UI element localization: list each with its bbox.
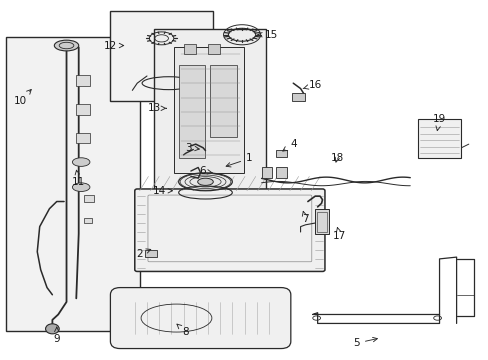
Bar (207, 44, 220, 54)
Bar (76, 104, 90, 115)
Bar (183, 44, 195, 54)
Bar (417, 119, 461, 158)
Bar (316, 212, 327, 232)
Text: 9: 9 (53, 327, 60, 343)
Text: 11: 11 (72, 170, 85, 187)
Bar (261, 167, 272, 178)
Text: 19: 19 (432, 114, 445, 131)
Ellipse shape (54, 40, 79, 51)
Bar (83, 195, 94, 202)
Ellipse shape (197, 178, 213, 185)
Text: 15: 15 (257, 30, 277, 40)
Bar (291, 93, 305, 101)
Text: 2: 2 (136, 248, 150, 258)
Text: 14: 14 (152, 186, 172, 196)
Bar (210, 65, 237, 137)
FancyBboxPatch shape (135, 189, 325, 271)
Text: 13: 13 (147, 103, 166, 113)
Text: 12: 12 (103, 41, 123, 50)
Text: 18: 18 (330, 153, 343, 163)
Text: 5: 5 (353, 337, 377, 348)
Ellipse shape (72, 158, 90, 166)
Text: 4: 4 (282, 139, 296, 151)
Ellipse shape (72, 183, 90, 192)
Text: 16: 16 (303, 80, 321, 90)
Text: 17: 17 (332, 228, 346, 240)
Bar (5, 37, 140, 330)
Bar (83, 218, 92, 223)
Text: 7: 7 (302, 211, 308, 224)
Bar (144, 250, 157, 257)
Text: 6: 6 (199, 166, 212, 176)
Text: 1: 1 (225, 153, 252, 167)
Bar (276, 167, 286, 178)
Bar (173, 47, 244, 173)
Ellipse shape (178, 173, 232, 191)
Bar (154, 30, 266, 209)
Text: 3: 3 (185, 143, 199, 153)
FancyBboxPatch shape (110, 288, 290, 348)
Bar (110, 12, 212, 101)
Bar (178, 65, 205, 158)
Text: 8: 8 (177, 324, 189, 337)
Bar (76, 75, 90, 86)
Bar (76, 133, 90, 143)
Bar (315, 209, 328, 234)
Text: 10: 10 (14, 90, 31, 106)
Bar (276, 149, 286, 157)
Ellipse shape (45, 324, 59, 334)
